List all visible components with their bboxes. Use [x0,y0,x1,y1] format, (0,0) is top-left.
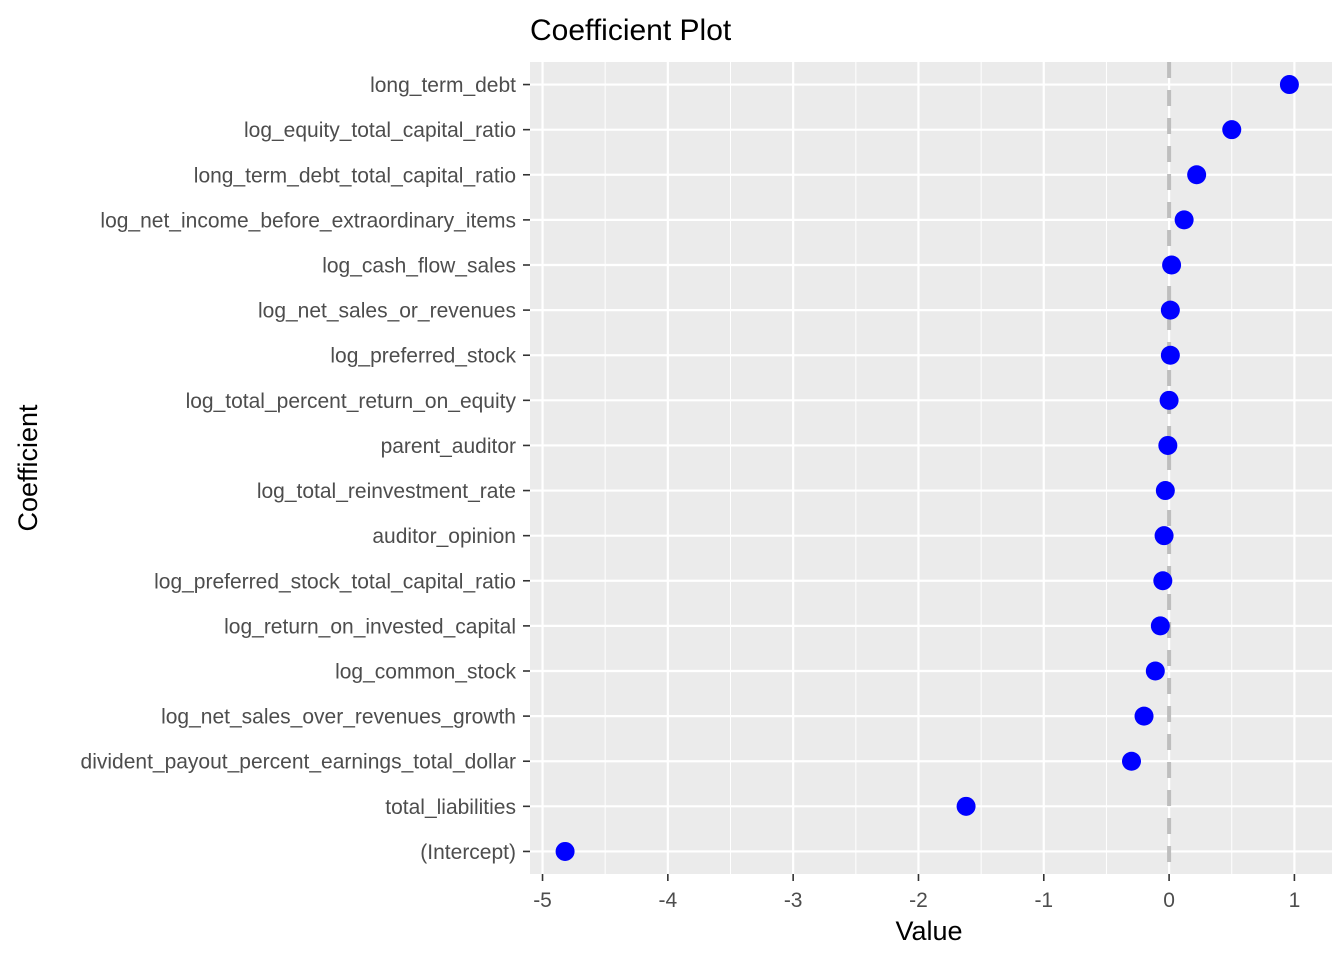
data-point [1159,390,1179,410]
data-point [1174,210,1194,230]
x-tick-label: -4 [659,889,678,912]
x-tick-label: -3 [784,889,803,912]
x-tick-label: 0 [1163,889,1175,912]
y-tick-label: long_term_debt [370,74,516,97]
data-point [1279,75,1299,95]
data-point [1122,751,1141,771]
grid-lines [530,62,1332,874]
data-point [555,841,575,861]
y-tick-label: long_term_debt_total_capital_ratio [194,164,516,187]
data-point [1222,120,1242,140]
data-point [1153,571,1173,591]
data-point [1187,165,1207,185]
y-tick-label: divident_payout_percent_earnings_total_d… [81,751,516,774]
data-point [1154,526,1174,546]
data-point [1158,435,1178,455]
y-tick-label: log_net_sales_or_revenues [258,300,516,323]
data-point [1134,706,1154,726]
y-tick-label: log_preferred_stock_total_capital_ratio [154,570,516,593]
plot-panel [530,62,1332,874]
y-tick-label: total_liabilities [385,796,516,819]
y-tick-label: log_total_percent_return_on_equity [186,390,517,413]
y-tick-label: log_net_sales_over_revenues_growth [161,706,516,729]
data-point [1145,661,1165,681]
data-point [1160,300,1180,320]
y-tick-label: log_equity_total_capital_ratio [244,119,516,142]
x-tick-label: 1 [1289,889,1301,912]
data-point [1162,255,1182,275]
y-tick-label: (Intercept) [420,841,516,864]
y-tick-label: parent_auditor [381,435,516,458]
y-tick-label: log_cash_flow_sales [322,255,516,278]
y-tick-label: log_common_stock [335,661,516,684]
x-tick-label: -1 [1034,889,1053,912]
data-point [956,796,976,816]
y-tick-label: log_return_on_invested_capital [224,615,516,638]
data-point [1160,345,1180,365]
x-tick-label: -5 [533,889,552,912]
y-tick-label: auditor_opinion [372,525,516,548]
data-point [1150,616,1170,636]
y-tick-label: log_net_income_before_extraordinary_item… [100,209,516,232]
y-tick-label: log_preferred_stock [330,345,516,368]
x-axis: -5 -4 -3 -2 -1 0 1 [533,874,1300,912]
x-axis-title: Value [895,916,962,946]
chart-title: Coefficient Plot [530,14,732,47]
x-tick-label: -2 [909,889,928,912]
y-axis: long_term_debt log_equity_total_capital_r… [81,74,530,864]
data-points [555,75,1299,861]
data-point [1155,481,1175,501]
y-axis-title: Coefficient [13,404,43,532]
y-tick-label: log_total_reinvestment_rate [257,480,516,503]
